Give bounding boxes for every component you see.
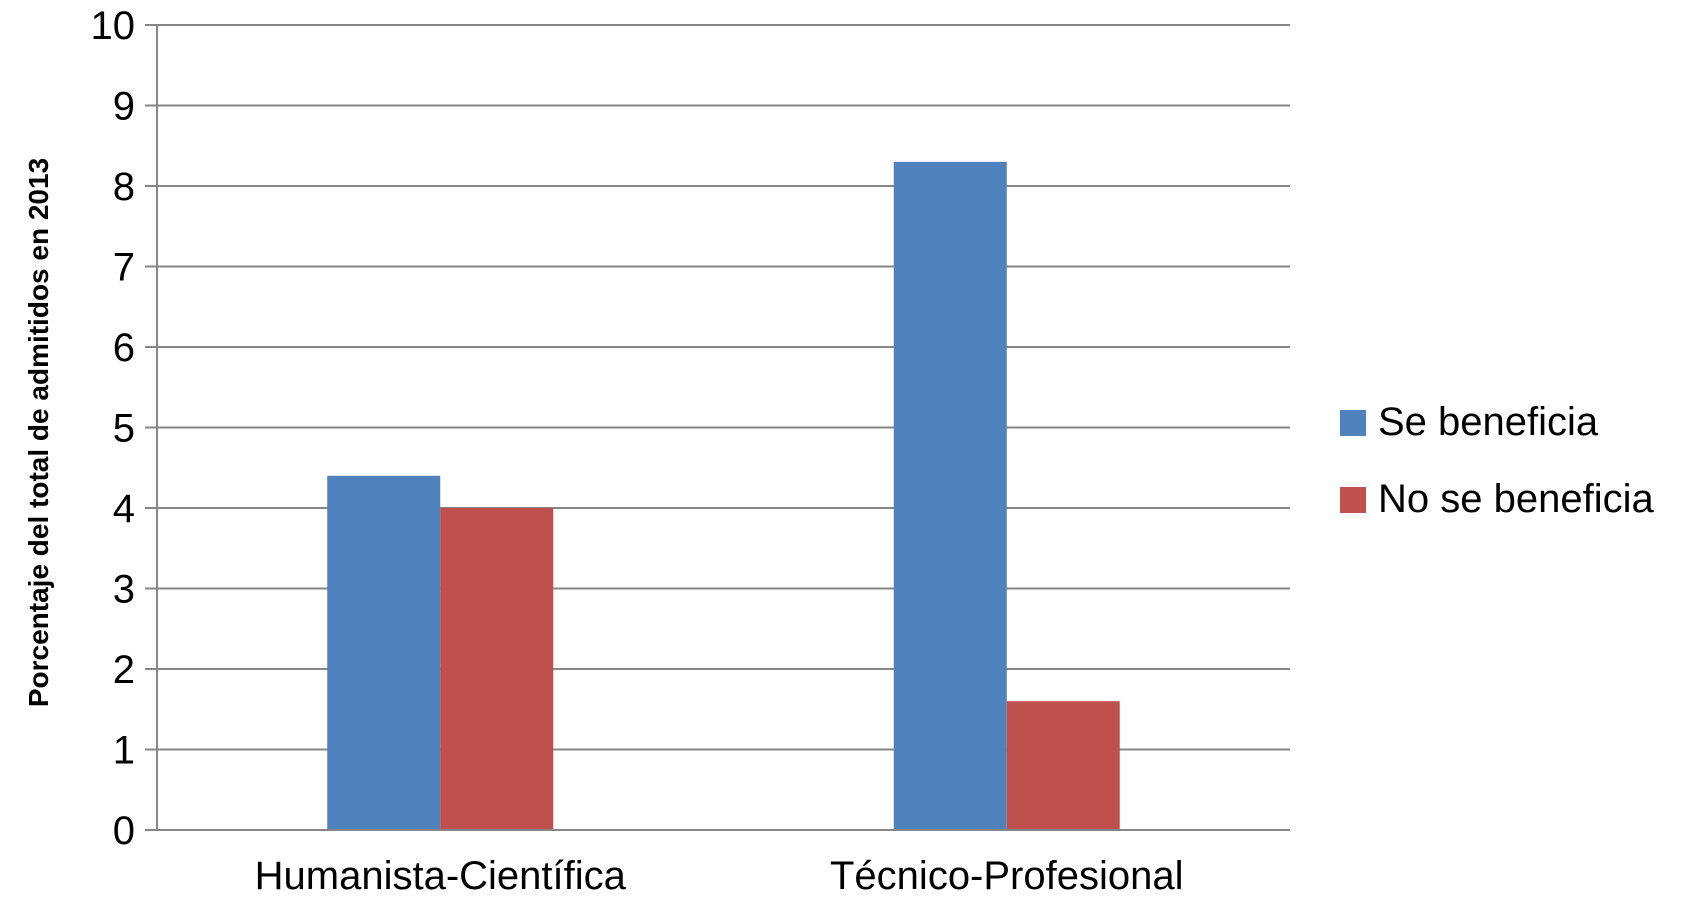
x-category-label: Humanista-Científica [255, 854, 627, 898]
y-tick-label: 2 [113, 648, 135, 692]
y-tick-label: 6 [113, 326, 135, 370]
bar-se-beneficia [327, 475, 441, 830]
grid-lines [157, 24, 1290, 751]
y-tick-label: 8 [113, 165, 135, 209]
y-tick-label: 5 [113, 407, 135, 451]
y-tick-label: 0 [113, 809, 135, 853]
x-category-label: Técnico-Profesional [830, 854, 1184, 898]
y-axis-ticks: 0 1 2 3 4 5 6 7 8 9 10 [91, 4, 157, 853]
bar-no-se-beneficia [440, 508, 554, 830]
bar-no-se-beneficia [1006, 701, 1120, 830]
bars [327, 161, 1120, 831]
y-tick-label: 3 [113, 568, 135, 612]
bar-se-beneficia [893, 161, 1007, 831]
legend: Se beneficia No se beneficia [1340, 400, 1654, 521]
x-axis-labels: Humanista-Científica Técnico-Profesional [255, 854, 1184, 898]
y-tick-label: 4 [113, 487, 135, 531]
legend-label: Se beneficia [1378, 400, 1599, 444]
legend-swatch [1340, 410, 1366, 436]
legend-label: No se beneficia [1378, 477, 1654, 521]
legend-swatch [1340, 487, 1366, 513]
y-tick-label: 9 [113, 85, 135, 129]
y-tick-label: 7 [113, 246, 135, 290]
y-tick-label: 1 [113, 729, 135, 773]
y-tick-label: 10 [91, 4, 136, 48]
y-axis-label: Porcentaje del total de admitidos en 201… [23, 158, 54, 707]
